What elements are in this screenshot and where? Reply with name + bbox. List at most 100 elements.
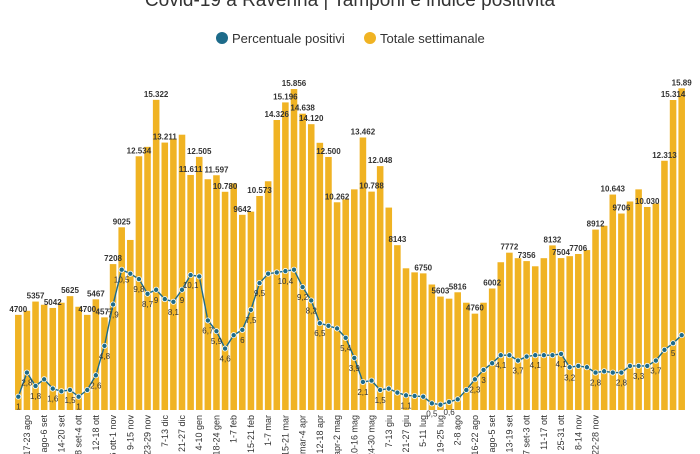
positivity-label: 4,1 [495,361,507,370]
positivity-point [110,301,117,308]
legend-marker-percentuale-positivi [216,32,228,44]
bar [540,258,548,410]
positivity-point [661,346,668,353]
bar [101,317,108,410]
positivity-label: 8,1 [168,308,180,317]
bar-label: 15.322 [144,90,169,99]
legend-item-totale-settimanale[interactable]: Totale settimanale [364,31,485,46]
positivity-label: 5 [671,349,676,358]
bar [402,268,410,410]
positivity-label: 10,5 [114,276,130,285]
bar-label: 4760 [466,304,484,313]
bar [66,296,74,410]
positivity-point [480,366,487,373]
positivity-point [411,392,418,399]
bar-label: 11.597 [204,165,229,174]
bar [506,252,513,410]
legend-label-percentuale-positivi: Percentuale positivi [232,31,345,46]
positivity-label: 0,6 [444,408,456,417]
bar-label: 10.262 [325,192,350,201]
x-tick-label: 1-7 mar [263,415,273,446]
positivity-point [575,362,582,369]
legend-item-percentuale-positivi[interactable]: Percentuale positivi [216,31,345,46]
positivity-point [144,290,151,297]
bar [575,254,582,410]
positivity-label: 7,9 [108,310,120,319]
bar [445,298,453,410]
positivity-point [506,352,513,359]
positivity-point [84,386,91,393]
bar [325,156,332,410]
positivity-point [92,372,99,379]
bar-label: 8143 [388,235,406,244]
x-tick-label: 17-23 ago [22,415,32,454]
bar [488,288,496,410]
positivity-point [32,382,39,389]
bar [437,296,444,410]
bar-label: 10.780 [213,182,238,191]
positivity-label: 10,4 [278,277,294,286]
positivity-label: 4,1 [530,361,542,370]
bar [75,306,82,410]
bar [273,120,281,410]
positivity-point [49,385,56,392]
positivity-label: 1,6 [47,395,59,404]
positivity-label: 4,1 [556,360,568,369]
x-tick-label: 26 ott-1 nov [108,415,118,454]
x-tick-label: 25-31 ott [556,415,566,451]
bar [109,264,117,410]
positivity-point [351,354,358,361]
x-tick-label: 4-10 gen [194,415,204,451]
positivity-label: 1,1 [400,401,412,410]
bar [264,181,272,410]
x-tick-label: 31 ago-6 set [39,415,49,454]
positivity-point [204,317,211,324]
positivity-label: 9,5 [254,289,266,298]
positivity-point [23,369,30,376]
bar [144,146,151,410]
bar-label: 5603 [432,287,450,296]
bar-label: 10.030 [635,197,660,206]
bar-label: 5467 [87,289,105,298]
positivity-point [592,369,599,376]
positivity-point [678,332,685,339]
bar [58,302,65,410]
x-tick-label: 13-19 set [504,415,514,453]
x-tick-label: 22-28 nov [591,415,601,454]
chart-title: Covid-19 a Ravenna | Tamponi e indice po… [145,0,556,11]
bar [592,229,599,410]
x-tick-label: 8-14 nov [573,415,583,451]
bar-label: 5625 [61,286,79,295]
positivity-label: 10,1 [183,281,199,290]
x-tick-label: 12-18 apr [315,415,325,454]
x-tick-label: 21-27 giu [401,415,411,453]
positivity-point [308,297,315,304]
positivity-label: 5,4 [340,344,352,353]
bar-label: 10.788 [359,182,384,191]
positivity-point [135,276,142,283]
positivity-label: 2,8 [590,379,602,388]
positivity-point [489,360,496,367]
bar [368,191,375,410]
positivity-label: 2,8 [616,379,628,388]
positivity-point [118,266,125,273]
bar-label: 12.534 [127,146,152,155]
positivity-point [566,364,573,371]
bar [187,174,194,410]
positivity-label: 3 [481,376,486,385]
positivity-point [230,332,237,339]
x-tick-label: 26 apr-2 mag [332,415,342,454]
positivity-point [222,345,229,352]
bar-label: 12.505 [187,147,212,156]
positivity-label: 3,2 [564,373,576,382]
positivity-label: 0,5 [426,409,438,418]
positivity-point [273,269,280,276]
positivity-label: 7,5 [245,316,257,325]
positivity-label: 9 [154,296,159,305]
bar-label: 14.326 [265,110,290,119]
positivity-points [15,266,685,408]
positivity-point [58,388,65,395]
bar [419,273,427,410]
positivity-label: 8,2 [306,306,318,315]
